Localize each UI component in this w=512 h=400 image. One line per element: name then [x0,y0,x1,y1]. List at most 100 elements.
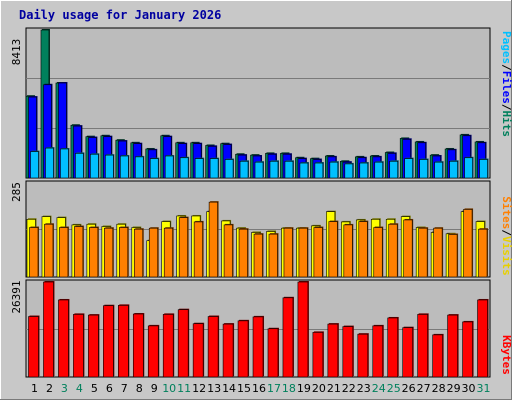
bar-pages-day-8 [134,156,144,179]
bar-kbytes-day-16 [252,316,264,378]
legend-sep-2: / [500,104,512,111]
x-tick-label-day-4: 4 [76,382,83,395]
chart-panels [25,27,491,378]
x-tick-label-day-18: 18 [282,382,296,395]
x-tick-label-day-14: 14 [222,382,236,395]
bar-kbytes-day-7 [118,305,129,378]
x-tick-label-day-25: 25 [387,382,401,395]
bar-kbytes-day-12 [192,323,204,378]
bar-sites-day-11 [178,217,188,278]
bar-pages-day-5 [90,153,99,179]
bar-sites-day-20 [313,227,323,278]
x-tick-label-day-17: 17 [267,382,281,395]
bar-sites-day-30 [463,209,473,278]
bar-sites-day-28 [433,227,443,278]
bar-kbytes-day-25 [387,317,399,378]
bar-kbytes-day-14 [222,323,234,378]
bar-sites-day-16 [253,233,263,278]
x-tick-label-day-7: 7 [121,382,128,395]
bar-sites-day-4 [74,226,84,278]
bar-sites-day-15 [238,228,248,278]
panel-hits_files_pages [25,27,491,179]
bar-pages-day-29 [449,160,458,179]
legend-files: Files [500,71,512,104]
bar-kbytes-day-28 [432,334,443,378]
legend-sep-3: / [500,229,512,236]
bar-sites-day-22 [343,224,353,278]
ymax-visits-label: 285 [10,182,23,202]
bar-kbytes-day-31 [477,299,488,378]
bar-kbytes-day-17 [267,328,279,378]
bar-pages-day-23 [359,162,369,179]
bar-sites-day-25 [388,223,398,278]
x-tick-label-day-22: 22 [342,382,356,395]
bar-pages-day-21 [329,161,339,179]
bar-pages-day-1 [30,151,39,179]
x-axis-labels: 1 2 3 4 5 6 7 8 9 10 11 12 13 14 15 16 17 18 19 20 21 22 23 24 2… [31,382,491,395]
x-tick-label-day-29: 29 [447,382,461,395]
bar-kbytes-day-20 [312,332,324,378]
bar-kbytes-day-21 [327,323,339,378]
legend-visits-sites: Sites/Visits [500,196,512,276]
bar-pages-day-10 [164,155,174,179]
bar-kbytes-day-8 [132,313,144,378]
x-tick-label-day-21: 21 [327,382,341,395]
bar-pages-day-7 [120,155,129,179]
bar-sites-day-29 [448,234,458,278]
bar-kbytes-day-9 [147,325,159,378]
bar-kbytes-day-13 [207,316,219,378]
bar-pages-day-28 [434,161,443,179]
bar-pages-day-18 [284,160,294,179]
bar-sites-day-18 [283,227,293,278]
bar-kbytes-day-24 [372,325,384,378]
bar-sites-day-5 [89,227,99,278]
x-tick-label-day-10: 10 [162,382,176,395]
bar-pages-day-27 [419,159,428,179]
chart-title: Daily usage for January 2026 [19,8,221,22]
bar-pages-day-17 [269,160,279,179]
bar-sites-day-21 [328,221,338,278]
bar-sites-day-2 [44,223,54,278]
bar-pages-day-6 [105,154,114,179]
bar-kbytes-day-15 [237,320,249,378]
bar-kbytes-day-30 [462,321,473,378]
bar-pages-day-26 [404,158,413,179]
x-tick-label-day-9: 9 [151,382,158,395]
bar-kbytes-day-10 [162,314,174,378]
x-tick-label-day-13: 13 [207,382,221,395]
x-tick-label-day-20: 20 [312,382,326,395]
bar-sites-day-17 [268,233,278,278]
bar-pages-day-13 [209,158,219,179]
x-tick-label-day-19: 19 [297,382,311,395]
bar-kbytes-day-19 [297,281,309,378]
bar-pages-day-15 [239,160,249,179]
bar-sites-day-13 [208,201,218,278]
bar-pages-day-16 [254,161,264,179]
legend-sites: Sites [500,196,512,229]
bar-pages-day-4 [75,153,84,179]
bar-kbytes-day-23 [357,333,369,378]
x-tick-label-day-31: 31 [477,382,491,395]
x-tick-label-day-27: 27 [417,382,431,395]
x-tick-label-day-5: 5 [91,382,98,395]
x-tick-label-day-12: 12 [192,382,206,395]
bar-sites-day-10 [163,227,174,278]
panel-kbytes [25,279,491,378]
bar-sites-day-27 [418,227,428,278]
bar-kbytes-day-4 [73,314,84,378]
bar-kbytes-day-3 [58,299,69,378]
bar-sites-day-26 [403,219,413,278]
bar-sites-day-1 [29,227,39,278]
legend-hits-files-pages: Pages/Files/Hits [500,31,512,137]
bar-pages-day-20 [314,162,324,179]
x-tick-label-day-8: 8 [136,382,143,395]
x-tick-label-day-16: 16 [252,382,266,395]
bar-pages-day-14 [224,159,234,179]
bar-kbytes-day-2 [43,281,54,378]
bar-kbytes-day-27 [417,314,428,378]
bar-sites-day-9 [148,227,159,278]
x-tick-label-day-24: 24 [372,382,386,395]
bar-kbytes-day-29 [447,314,458,378]
x-tick-label-day-6: 6 [106,382,113,395]
